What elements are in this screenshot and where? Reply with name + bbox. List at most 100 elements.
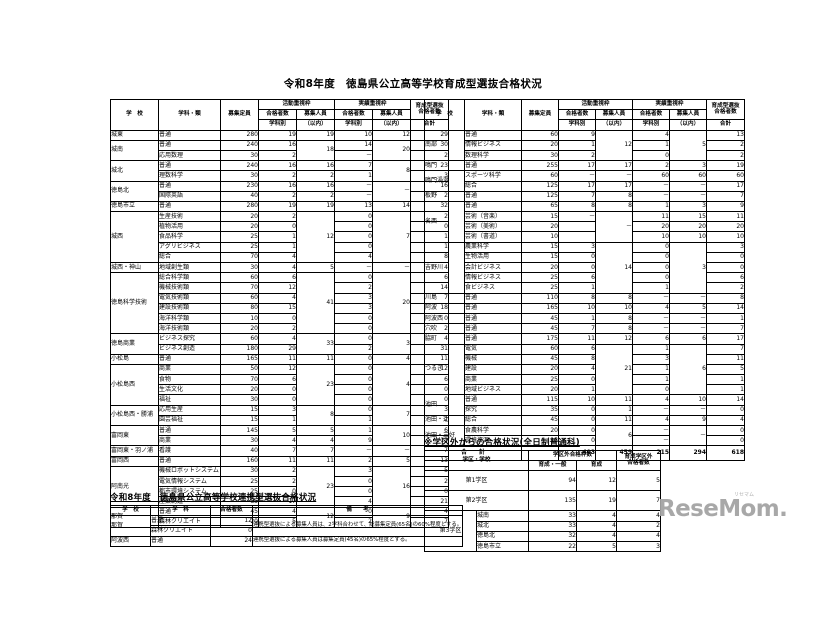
cell-total: 0 — [706, 404, 745, 416]
cell-total: 0 — [706, 424, 745, 437]
cell-jisseki-pass: 0 — [632, 149, 670, 162]
th-group-jisseki: 実績重視枠 — [334, 98, 411, 111]
cell-gakku-district: 第1学区 — [424, 470, 529, 492]
cell-quota: 15 — [220, 414, 259, 427]
cell-school: 阿波 — [424, 302, 465, 314]
cell-jisseki-pass: 0 — [334, 384, 373, 396]
cell-quota: 160 — [220, 455, 259, 467]
cell-katsudo-recruit: － — [595, 170, 633, 182]
cell-katsudo-pass: － — [558, 211, 596, 223]
cell-course: 総合 — [464, 414, 522, 427]
cell-quota: 60 — [220, 292, 259, 304]
cell-katsudo-pass: 0 — [258, 221, 297, 233]
cell-jisseki-pass: 1 — [334, 414, 373, 427]
cell-quota: 25 — [220, 241, 259, 253]
page-title: 令和8年度 徳島県公立高等学校育成型選抜合格状況 — [283, 78, 543, 90]
cell-katsudo-pass: 1 — [258, 241, 297, 253]
cell-katsudo-pass: 4 — [258, 251, 297, 264]
cell-quota: 60 — [220, 333, 259, 345]
cell-jisseki-recruit: 5 — [669, 302, 707, 314]
table-row: 小松島西・勝浦 応用生産 15 3 8 0 7 3 — [110, 404, 449, 427]
cell-katsudo-pass: 7 — [258, 445, 297, 457]
cell-gakku-total: 5 — [616, 470, 661, 492]
table-row: 阿南光 機械ロボットシステム 30 2 23 3 16 5 — [110, 465, 449, 508]
cell-jisseki-pass: 4 — [632, 302, 670, 314]
cell-katsudo-recruit: 8 — [595, 312, 633, 325]
cell-quota: 20 — [521, 261, 559, 274]
cell-total: 7 — [706, 190, 745, 202]
table-body-left: 城東 普通 280 19 19 10 12 29 城南 普通 240 16 18 14 20 30 応用数理 30… — [110, 129, 449, 528]
table-row: 小松島西 商業 50 12 23 0 4 12 — [110, 363, 449, 406]
cell-course: 総合 — [464, 180, 522, 192]
cell-jisseki-pass: 13 — [334, 200, 373, 213]
th-jisseki-pass-sub: 学科別 — [334, 119, 373, 131]
cell-school: 池田 — [424, 394, 465, 416]
cell-katsudo-pass: 16 — [258, 160, 297, 172]
cell-quota: 175 — [521, 333, 559, 345]
table-row: 総合 125 17 17 －－ 17 — [425, 180, 745, 192]
cell-quota: 20 — [521, 139, 559, 151]
cell-school: つるぎ — [424, 343, 465, 396]
th-katsudo-recruit: 募集人員 — [595, 109, 633, 121]
cell-jisseki-pass: － — [632, 424, 670, 437]
cell-jisseki-pass: 3 — [334, 302, 373, 314]
cell-katsudo-pass: 15 — [258, 302, 297, 314]
cell-course: 情報ビジネス — [464, 139, 522, 151]
cell-school: 小松島 — [110, 353, 159, 365]
cell-renkei-course: 森林クリエイト — [150, 525, 211, 537]
cell-gakku-ikusei: 19 — [576, 490, 617, 512]
cell-jisseki-recruit: 5 — [669, 129, 707, 162]
th-gakku-total-line1: 育成学区外 — [624, 454, 653, 461]
cell-katsudo-pass: 4 — [558, 363, 596, 376]
cell-katsudo-recruit: 11 — [595, 414, 633, 427]
cell-jisseki-pass: － — [632, 312, 670, 325]
cell-jisseki-pass: － — [334, 149, 373, 162]
cell-katsudo-pass — [558, 231, 596, 243]
cell-gakku-total: 2 — [616, 520, 661, 532]
cell-jisseki-recruit: 15 — [669, 211, 707, 223]
cell-katsudo-recruit: 18 — [296, 139, 335, 162]
cell-school: 城東 — [110, 129, 159, 141]
cell-jisseki-pass: 4 — [632, 129, 670, 141]
cell-school: 小松島西 — [110, 363, 159, 406]
cell-quota: 35 — [521, 404, 559, 416]
renkei-title-text: 令和8年度 徳島県公立高等学校連携型選抜合格状況 — [110, 493, 317, 503]
cell-total: 1 — [706, 312, 745, 325]
cell-school: 徳島北 — [110, 180, 159, 202]
renkei-body: 那賀 普通 12 連携型選抜による募集人員は、2学科合わせて、総募集定員(65名)の6… — [110, 515, 464, 547]
th-katsudo-pass: 合格者数 — [558, 109, 596, 121]
cell-jisseki-recruit: － — [669, 180, 707, 192]
cell-jisseki-pass: 10 — [334, 129, 373, 141]
cell-course: 普通 — [158, 129, 221, 141]
cell-renkei-pass: 0 — [210, 525, 253, 537]
cell-school: 板野 — [424, 190, 465, 202]
cell-gakku-ikusei: 4 — [576, 530, 617, 542]
cell-jisseki-recruit: － — [669, 312, 707, 325]
cell-quota: 280 — [220, 129, 259, 141]
cell-jisseki-recruit: 10 — [372, 424, 411, 447]
th-gakku-school: 学区・学校 — [424, 449, 529, 472]
cell-katsudo-pass: 1 — [558, 139, 596, 151]
cell-jisseki-pass: 4 — [632, 394, 670, 406]
cell-jisseki-pass: 0 — [334, 353, 373, 365]
cell-katsudo-pass: 2 — [258, 190, 297, 202]
th-gakku-total-line2: 合格者数 — [627, 459, 650, 466]
cell-katsudo-recruit: 17 — [595, 180, 633, 192]
cell-jisseki-pass: 20 — [632, 221, 670, 233]
cell-jisseki-pass: 0 — [334, 475, 373, 488]
renkei-header: 学 校 学 科 合格者数 備 考 — [110, 504, 464, 517]
cell-jisseki-pass: 3 — [334, 465, 373, 477]
cell-total: 19 — [706, 160, 745, 172]
cell-course: 建設 — [464, 363, 522, 376]
cell-total: 0 — [706, 261, 745, 274]
cell-quota: 30 — [220, 261, 259, 274]
cell-jisseki-pass: 2 — [632, 160, 670, 172]
cell-course: 生物活用 — [464, 251, 522, 264]
cell-katsudo-pass: 7 — [558, 323, 596, 335]
gakku-row: 徳島市立 22 5 3 — [425, 540, 661, 553]
th-group-katsudo: 活動重視枠 — [558, 98, 633, 111]
cell-quota: 20 — [521, 363, 559, 376]
cell-katsudo-recruit: 7 — [296, 445, 335, 457]
cell-katsudo-pass: 8 — [558, 353, 596, 365]
resemom-watermark: ReseMom. リセマム — [658, 492, 788, 522]
